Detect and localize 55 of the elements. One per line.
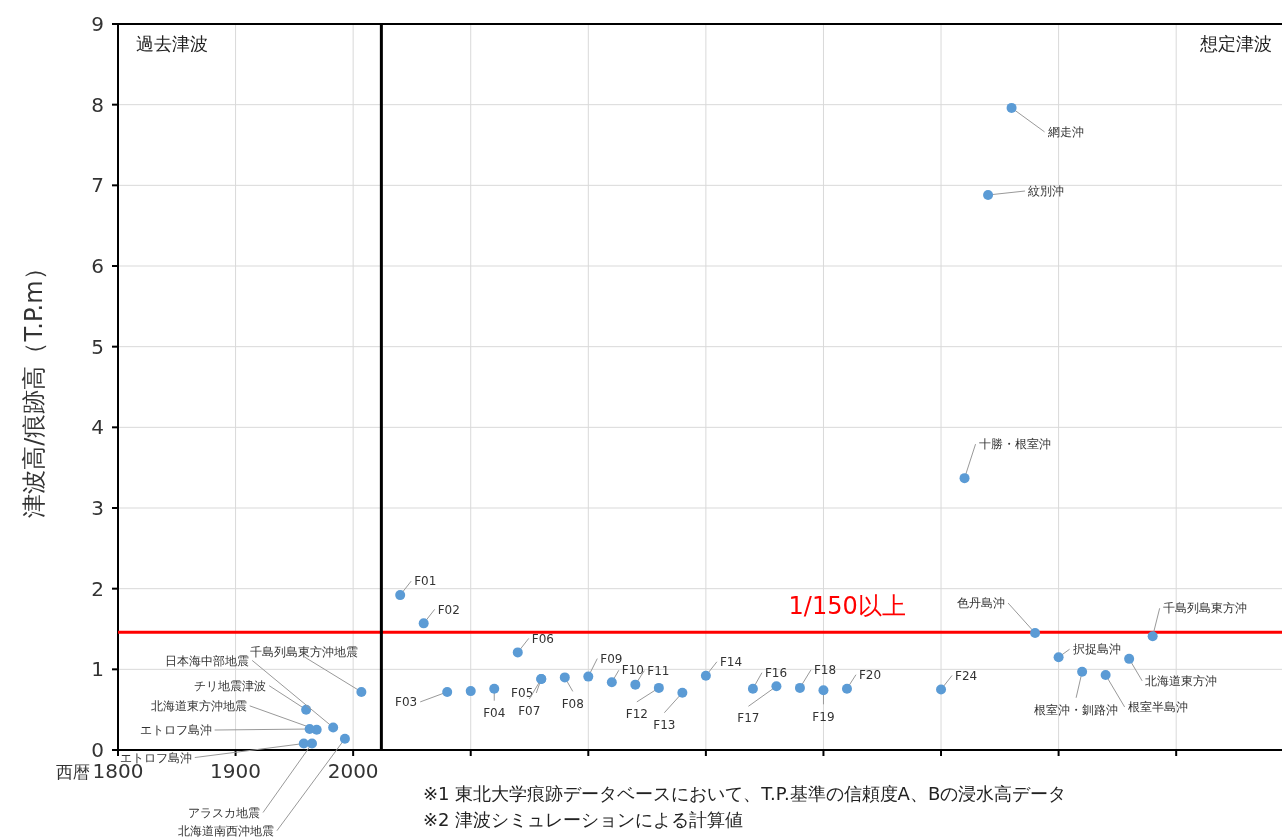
data-label: 紋別沖 [1028,184,1065,199]
x-tick-label: 2000 [327,759,379,783]
y-axis-title: 津波高/痕跡高（T.P.m） [20,256,48,518]
data-label: 北海道東方沖地震 [150,699,247,714]
y-tick-label: 0 [91,738,104,762]
data-label: 十勝・根室沖 [978,437,1051,452]
data-label: F11 [647,663,670,678]
data-label: 北海道東方沖 [1145,674,1218,689]
data-label: F02 [437,602,460,617]
data-label: 択捉島沖 [1072,642,1121,657]
data-label: 色丹島沖 [957,596,1006,611]
data-label: F12 [625,707,648,722]
data-label: F20 [858,667,882,682]
y-tick-label: 9 [91,12,104,36]
text: ※1 東北大学痕跡データベースにおいて、T.P.基準の信頼度A、Bの浸水高データ [423,783,1067,804]
data-label: F05 [511,686,534,701]
y-tick-label: 5 [91,334,104,359]
data-label: F04 [483,705,506,720]
y-tick-label: 1 [91,657,104,682]
annotation: 想定津波 [1199,33,1272,54]
data-label: F17 [737,711,760,726]
annotation: 過去津波 [136,33,208,54]
data-label: エトロフ島沖 [139,723,212,738]
data-label: F06 [531,631,554,646]
data-label: F19 [812,709,835,724]
data-label: アラスカ地震 [188,805,260,820]
data-label: F24 [955,668,978,683]
data-label: F08 [561,696,584,711]
data-label: F09 [600,651,623,666]
y-tick-label: 7 [91,173,104,198]
text: ※2 津波シミュレーションによる計算値 [423,809,744,830]
data-label: 千島列島東方沖地震 [250,645,359,660]
data-label: 網走沖 [1046,125,1084,140]
data-label: F10 [621,663,644,678]
data-label: 千島列島東方沖 [1162,601,1247,616]
data-label: F18 [813,663,837,678]
data-label: F16 [764,665,788,680]
data-label: F13 [653,717,676,732]
data-label: 日本海中部地震 [165,653,250,668]
y-tick-label: 2 [91,576,104,601]
x-tick-label: 1900 [210,759,262,783]
ref-line-label: 1/150以上 [788,592,906,621]
data-label: F03 [395,695,418,710]
x-axis-title: 西暦 [56,762,90,782]
y-tick-label: 3 [91,496,104,520]
data-label: F07 [518,704,541,719]
y-tick-label: 6 [91,254,104,278]
data-label: F14 [719,654,743,669]
data-label: F01 [414,574,437,589]
y-tick-label: 8 [91,92,104,117]
data-label: 根室半島沖 [1127,700,1188,715]
data-label: 北海道南西沖地震 [177,823,274,838]
data-label: チリ地震津波 [194,678,267,693]
data-label: 根室沖・釧路沖 [1034,702,1119,717]
y-tick-label: 4 [91,415,104,440]
